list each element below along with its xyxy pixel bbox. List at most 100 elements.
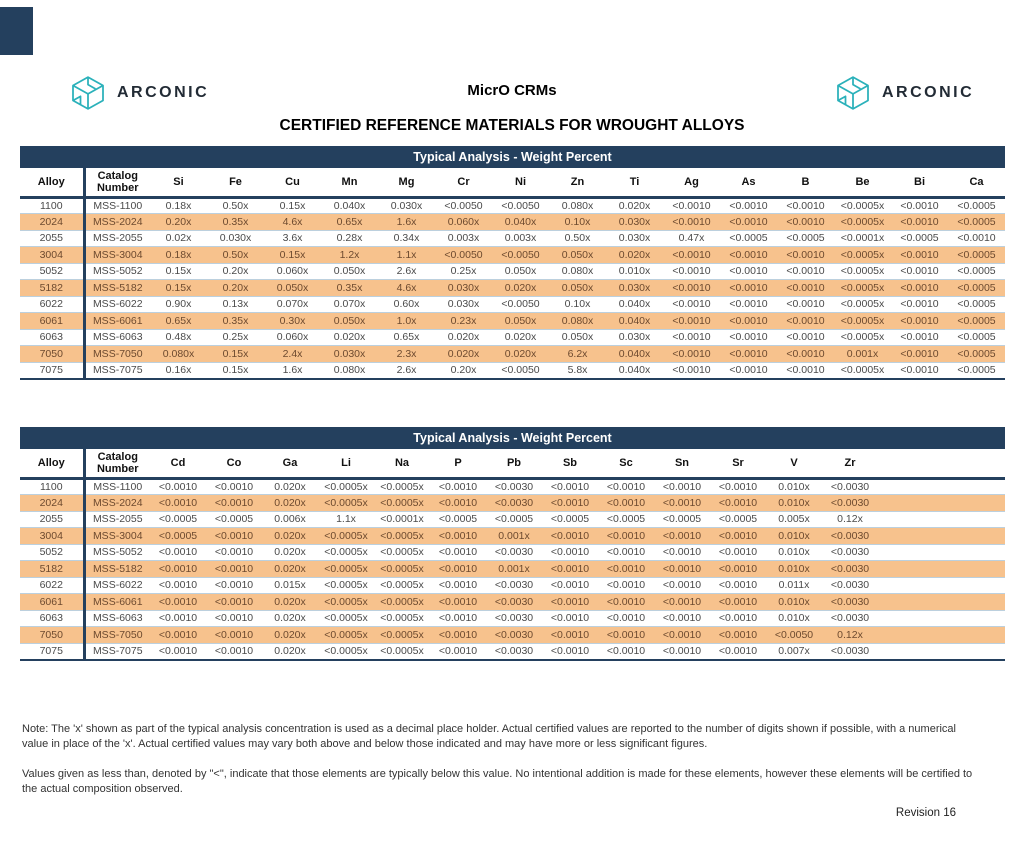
value-cell: <0.0050 xyxy=(492,197,549,214)
column-header-element: Fe xyxy=(207,168,264,199)
value-cell: 0.50x xyxy=(207,197,264,214)
value-cell: 0.35x xyxy=(207,213,264,231)
value-cell: 2.4x xyxy=(264,345,321,363)
column-header-element: As xyxy=(720,168,777,199)
value-cell: <0.0010 xyxy=(663,263,720,280)
arconic-cube-icon xyxy=(833,74,873,112)
value-cell: <0.0005x xyxy=(318,577,374,594)
value-cell: <0.0030 xyxy=(486,626,542,644)
value-cell: <0.0005x xyxy=(374,478,430,495)
value-cell: <0.0010 xyxy=(598,527,654,545)
column-header-element: Co xyxy=(206,449,262,480)
footnotes: Note: The 'x' shown as part of the typic… xyxy=(22,722,974,812)
value-cell: <0.0010 xyxy=(150,560,206,578)
value-cell: 2.6x xyxy=(378,263,435,280)
value-cell: <0.0010 xyxy=(430,478,486,495)
value-cell: <0.0005x xyxy=(374,626,430,644)
value-cell: <0.0010 xyxy=(150,593,206,611)
value-cell: <0.0010 xyxy=(891,312,948,330)
value-cell: 0.23x xyxy=(435,312,492,330)
value-cell: <0.0030 xyxy=(486,593,542,611)
value-cell: <0.0010 xyxy=(598,544,654,561)
column-header-element: Cr xyxy=(435,168,492,199)
header-row: Alloy Catalog Number Si Fe Cu Mn Mg Cr Ni Zn Ti Ag A… xyxy=(20,168,1005,199)
alloy-cell: 1100 xyxy=(20,478,86,495)
value-cell: 0.070x xyxy=(264,296,321,313)
value-cell: <0.0010 xyxy=(150,626,206,644)
table-row-6063: 6063 MSS-6063 <0.0010 <0.0010 0.020x <0.0005x… xyxy=(20,610,1005,627)
table-row-2055: 2055 MSS-2055 <0.0005 <0.0005 0.006x 1.1x <0.0… xyxy=(20,511,1005,528)
table-title-bar: Typical Analysis - Weight Percent xyxy=(20,427,1005,449)
value-cell: 0.020x xyxy=(606,197,663,214)
value-cell: <0.0010 xyxy=(720,345,777,363)
value-cell: 0.20x xyxy=(207,263,264,280)
value-cell: 0.020x xyxy=(262,626,318,644)
filler-cell xyxy=(878,494,1005,512)
value-cell: 0.030x xyxy=(378,197,435,214)
value-cell: 0.020x xyxy=(606,246,663,264)
value-cell: <0.0005 xyxy=(777,230,834,247)
value-cell: 0.005x xyxy=(766,511,822,528)
arconic-wordmark: ARCONIC xyxy=(117,84,210,101)
value-cell: 0.030x xyxy=(435,279,492,297)
value-cell: <0.0005x xyxy=(374,593,430,611)
value-cell: <0.0010 xyxy=(430,626,486,644)
value-cell: 0.070x xyxy=(321,296,378,313)
value-cell: 0.13x xyxy=(207,296,264,313)
column-header-element: Cu xyxy=(264,168,321,199)
value-cell: 0.47x xyxy=(663,230,720,247)
note-less-than: Values given as less than, denoted by "<… xyxy=(22,767,973,796)
value-cell: <0.0010 xyxy=(150,544,206,561)
catalog-cell: MSS-7050 xyxy=(84,345,150,363)
value-cell: 0.080x xyxy=(150,345,207,363)
value-cell: <0.0005x xyxy=(374,610,430,627)
value-cell: 0.001x xyxy=(486,527,542,545)
value-cell: 2.6x xyxy=(378,362,435,380)
filler-cell xyxy=(878,478,1005,495)
value-cell: <0.0005x xyxy=(834,279,891,297)
value-cell: <0.0010 xyxy=(710,577,766,594)
value-cell: <0.0005x xyxy=(374,544,430,561)
value-cell: <0.0010 xyxy=(654,577,710,594)
value-cell: <0.0010 xyxy=(542,610,598,627)
note-decimal-placeholder: Note: The 'x' shown as part of the typic… xyxy=(22,723,956,751)
value-cell: 0.030x xyxy=(207,230,264,247)
alloy-cell: 6063 xyxy=(20,610,86,627)
alloy-cell: 2055 xyxy=(20,511,86,528)
value-cell: <0.0010 xyxy=(777,312,834,330)
value-cell: <0.0010 xyxy=(720,213,777,231)
value-cell: <0.0030 xyxy=(822,478,878,495)
arconic-logo-right: ARCONIC xyxy=(833,74,974,112)
corner-scan-mark xyxy=(0,7,33,55)
value-cell: <0.0005 xyxy=(654,511,710,528)
column-header-element: Mn xyxy=(321,168,378,199)
value-cell: <0.0010 xyxy=(430,610,486,627)
value-cell: <0.0010 xyxy=(663,246,720,264)
analysis-table-1: Typical Analysis - Weight Percent Alloy C… xyxy=(20,146,1005,380)
catalog-cell: MSS-2055 xyxy=(84,230,150,247)
value-cell: 0.25x xyxy=(207,329,264,346)
table-title-bar: Typical Analysis - Weight Percent xyxy=(20,146,1005,168)
value-cell: 0.010x xyxy=(766,494,822,512)
value-cell: <0.0010 xyxy=(891,246,948,264)
value-cell: 1.1x xyxy=(318,511,374,528)
value-cell: 0.030x xyxy=(606,230,663,247)
value-cell: <0.0010 xyxy=(430,643,486,661)
value-cell: <0.0010 xyxy=(598,577,654,594)
value-cell: <0.0010 xyxy=(710,593,766,611)
value-cell: <0.0030 xyxy=(822,610,878,627)
value-cell: <0.0010 xyxy=(654,494,710,512)
column-header-element: Ti xyxy=(606,168,663,199)
value-cell: <0.0010 xyxy=(891,362,948,380)
value-cell: <0.0050 xyxy=(492,296,549,313)
value-cell: 1.6x xyxy=(378,213,435,231)
column-header-element: Si xyxy=(150,168,207,199)
value-cell: 0.001x xyxy=(834,345,891,363)
value-cell: 0.011x xyxy=(766,577,822,594)
value-cell: <0.0010 xyxy=(150,643,206,661)
value-cell: 0.50x xyxy=(207,246,264,264)
value-cell: 0.010x xyxy=(766,544,822,561)
value-cell: 0.020x xyxy=(321,329,378,346)
value-cell: 0.010x xyxy=(766,478,822,495)
value-cell: <0.0001x xyxy=(834,230,891,247)
